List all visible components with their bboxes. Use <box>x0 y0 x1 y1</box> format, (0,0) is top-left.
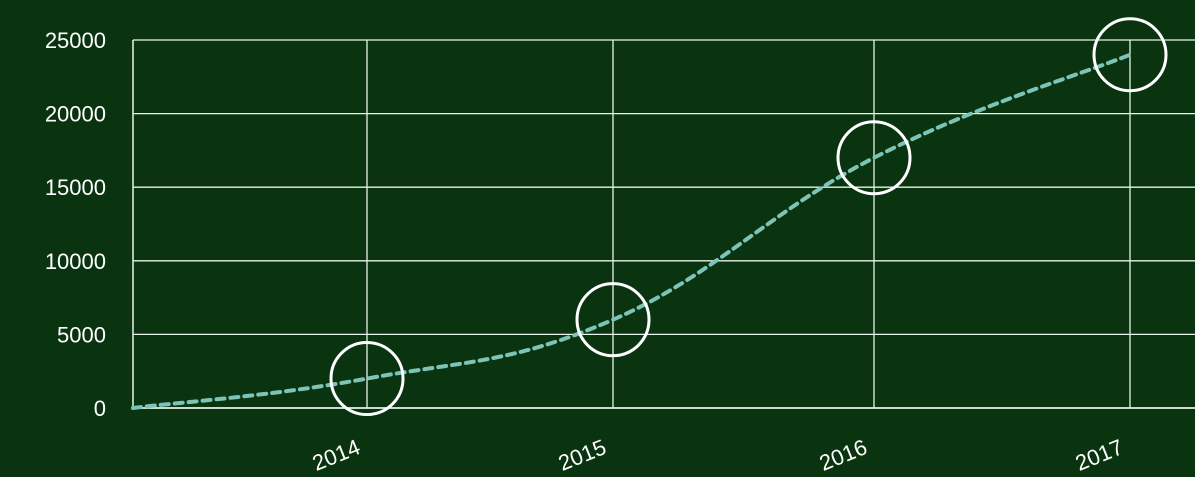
grid-lines <box>133 39 1195 408</box>
y-tick-label-20000: 20000 <box>45 102 106 127</box>
marker-group <box>329 17 1168 417</box>
data-point-2017 <box>1092 17 1168 93</box>
data-point-2014 <box>329 341 405 417</box>
y-tick-label-5000: 5000 <box>57 322 106 347</box>
data-point-2016 <box>836 120 912 196</box>
y-tick-label-15000: 15000 <box>45 175 106 200</box>
y-tick-label-0: 0 <box>94 396 106 421</box>
y-axis-tick-labels: 0 5000 10000 15000 20000 25000 <box>45 28 106 421</box>
y-tick-label-25000: 25000 <box>45 28 106 53</box>
y-tick-label-10000: 10000 <box>45 249 106 274</box>
series-line <box>131 52 1132 410</box>
data-point-2015 <box>575 282 651 358</box>
axes <box>132 40 1195 409</box>
series-line-group <box>131 52 1132 410</box>
